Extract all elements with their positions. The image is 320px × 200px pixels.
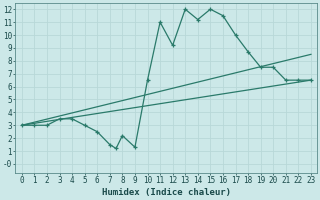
X-axis label: Humidex (Indice chaleur): Humidex (Indice chaleur) [102, 188, 231, 197]
